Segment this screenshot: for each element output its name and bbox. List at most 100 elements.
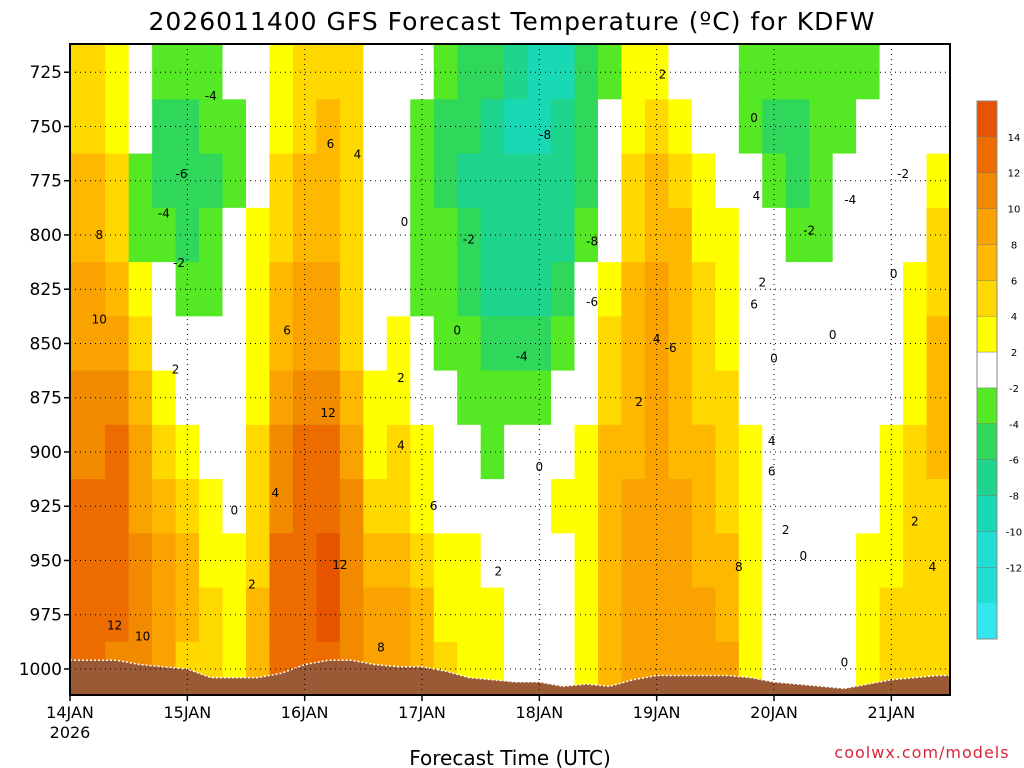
colorbar-segment [977, 280, 997, 317]
temperature-cell [856, 207, 881, 263]
temperature-cell [785, 44, 810, 100]
temperature-cell [480, 533, 505, 589]
temperature-cell [944, 587, 951, 643]
contour-label: -8 [539, 128, 551, 142]
temperature-cell [809, 370, 834, 426]
colorbar-label: -6 [1009, 456, 1019, 467]
temperature-cell [944, 479, 951, 534]
plot-frame [69, 43, 951, 696]
temperature-cell [246, 424, 271, 480]
x-tick-label: 19JAN [633, 703, 681, 722]
temperature-cell [152, 153, 177, 209]
colorbar-segment [977, 352, 997, 389]
temperature-cell [199, 316, 224, 372]
temperature-cell [152, 99, 177, 155]
temperature-cell [222, 153, 247, 209]
temperature-cell [339, 533, 364, 589]
contour-label: -4 [158, 206, 170, 220]
temperature-cell [527, 44, 552, 100]
temperature-cell [175, 99, 200, 155]
temperature-cell [527, 99, 552, 155]
temperature-cell [199, 370, 224, 426]
temperature-cell [644, 44, 669, 100]
temperature-cell [269, 533, 294, 589]
temperature-cell [551, 479, 576, 534]
temperature-cell [762, 99, 787, 155]
temperature-cell [644, 587, 669, 643]
x-tick-label: 15JAN [163, 703, 211, 722]
temperature-cell [70, 533, 83, 589]
temperature-cell [339, 207, 364, 263]
colorbar-segment [977, 387, 997, 425]
y-tick-label: 875 [30, 389, 62, 409]
contour-label: -2 [173, 256, 185, 270]
temperature-cell [504, 207, 529, 263]
colorbar-segment [977, 136, 997, 174]
temperature-cell [551, 587, 576, 643]
colorbar-segment [977, 244, 997, 281]
temperature-cell [504, 370, 529, 426]
temperature-cell [551, 207, 576, 263]
x-tick-label: 21JAN [867, 703, 915, 722]
temperature-cell [70, 207, 83, 263]
y-tick-label: 1000 [19, 660, 62, 680]
contour-label: 6 [327, 137, 335, 151]
temperature-cell [504, 262, 529, 317]
temperature-cell [879, 316, 904, 372]
temperature-cell [246, 262, 271, 317]
temperature-cell [551, 44, 576, 100]
temperature-cell [762, 316, 787, 372]
contour-label: 2 [172, 363, 180, 377]
temperature-cell [574, 479, 599, 534]
colorbar-segment [977, 567, 997, 604]
temperature-cell [339, 153, 364, 209]
temperature-cell [152, 533, 177, 589]
temperature-cell [527, 479, 552, 534]
terrain-surface [70, 660, 950, 695]
temperature-cell [527, 207, 552, 263]
contour-label: 0 [829, 328, 837, 342]
temperature-cell [480, 99, 505, 155]
temperature-cell [70, 99, 83, 155]
colorbar-segment [977, 423, 997, 461]
colorbar-label: -2 [1009, 384, 1019, 395]
temperature-cell [246, 370, 271, 426]
temperature-cell [809, 44, 834, 100]
temperature-cell [762, 44, 787, 100]
temperature-cell [222, 262, 247, 317]
x-axis-label: Forecast Time (UTC) [409, 746, 611, 768]
y-tick-label: 900 [30, 443, 62, 463]
contour-label: 0 [770, 352, 778, 366]
temperature-cell [574, 153, 599, 209]
temperature-cell [644, 316, 669, 372]
contour-label: -4 [844, 193, 856, 207]
contour-label: -6 [586, 295, 598, 309]
temperature-cell [480, 316, 505, 372]
colorbar-segment [977, 603, 997, 640]
temperature-cell [269, 316, 294, 372]
credit-text[interactable]: coolwx.com/models [834, 743, 1009, 762]
temperature-cell [856, 370, 881, 426]
colorbar-label: 14 [1008, 133, 1021, 144]
colorbar-segment [977, 101, 997, 138]
colorbar-segment [977, 208, 997, 245]
temperature-cell [339, 479, 364, 534]
contour-label: 10 [92, 313, 107, 327]
temperature-cell [152, 479, 177, 534]
temperature-cell [832, 533, 857, 589]
temperature-cell [246, 153, 271, 209]
temperature-cell [551, 262, 576, 317]
temperature-cell [269, 587, 294, 643]
temperature-cell [222, 533, 247, 589]
contour-label: 4 [753, 189, 761, 203]
temperature-cell [944, 370, 951, 426]
temperature-cell [269, 370, 294, 426]
x-tick-label: 14JAN [46, 703, 94, 722]
temperature-cell [574, 533, 599, 589]
temperature-cell [832, 370, 857, 426]
contour-label: 0 [401, 215, 409, 229]
temperature-cell [832, 153, 857, 209]
temperature-cell [944, 207, 951, 263]
colorbar: 14 12 10 8 6 4 2 -2 -4 -6 -8 -10 -12 [976, 100, 1022, 640]
